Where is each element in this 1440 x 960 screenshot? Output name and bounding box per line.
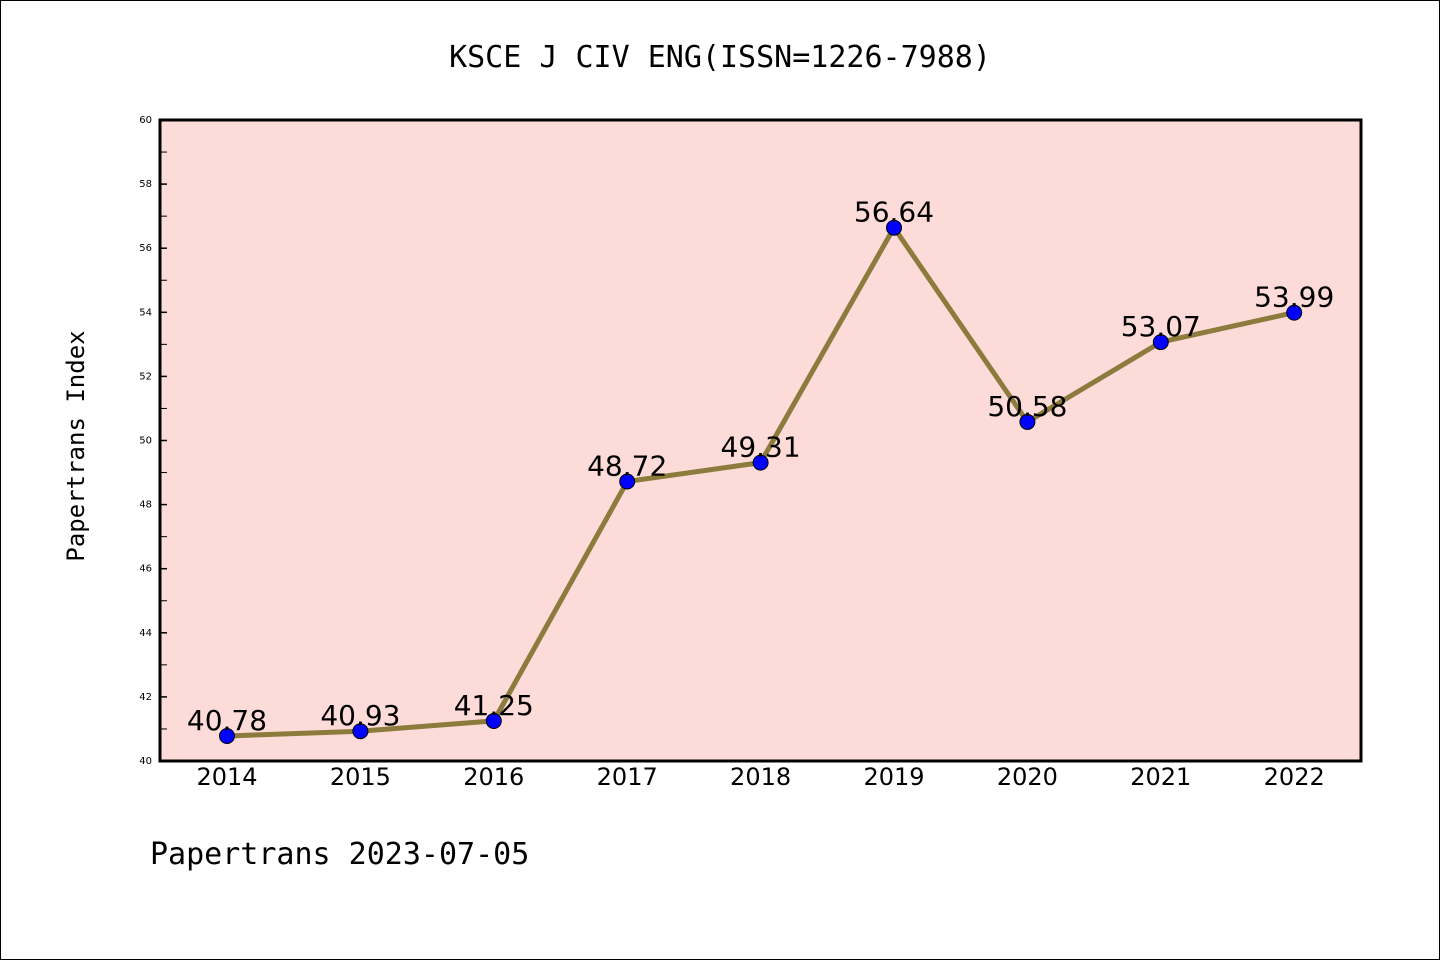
plot-area bbox=[160, 120, 1361, 761]
y-tick-label: 40 bbox=[139, 756, 152, 767]
y-tick-label: 48 bbox=[139, 500, 152, 511]
data-label: 56.64 bbox=[854, 196, 934, 229]
data-label: 49.31 bbox=[721, 431, 801, 464]
x-tick-label: 2015 bbox=[330, 763, 391, 791]
data-label: 40.93 bbox=[320, 699, 400, 732]
y-tick-label: 50 bbox=[139, 436, 152, 447]
x-tick-label: 2021 bbox=[1130, 763, 1191, 791]
y-tick-label: 46 bbox=[139, 564, 152, 575]
data-label: 48.72 bbox=[587, 450, 667, 483]
y-tick-label: 42 bbox=[139, 692, 152, 703]
data-point bbox=[1019, 413, 1036, 430]
data-label: 40.78 bbox=[187, 704, 267, 737]
y-axis-label: Papertrans Index bbox=[62, 330, 90, 561]
data-point bbox=[752, 454, 769, 471]
data-label: 50.58 bbox=[987, 390, 1067, 423]
data-label: 53.07 bbox=[1121, 310, 1201, 343]
y-tick-label: 58 bbox=[139, 179, 152, 190]
data-label: 53.99 bbox=[1254, 281, 1334, 314]
x-tick-label: 2019 bbox=[863, 763, 924, 791]
data-label: 41.25 bbox=[454, 689, 534, 722]
data-point bbox=[619, 473, 636, 490]
data-labels: 40.78 40.93 41.25 48.72 49.31 56.64 50.58 53.07… bbox=[187, 196, 1334, 737]
x-tick-label: 2014 bbox=[196, 763, 257, 791]
data-point bbox=[219, 728, 235, 745]
y-tick-label: 52 bbox=[139, 371, 152, 382]
x-tick-label: 2017 bbox=[597, 763, 658, 791]
data-point bbox=[1286, 304, 1303, 321]
x-tick-label: 2018 bbox=[730, 763, 791, 791]
y-tick-label: 44 bbox=[139, 628, 152, 639]
data-point bbox=[352, 723, 369, 740]
y-tick-label: 60 bbox=[139, 115, 152, 126]
x-tick-label: 2016 bbox=[463, 763, 524, 791]
x-tick-label: 2022 bbox=[1264, 763, 1325, 791]
x-axis: 2014 2015 2016 2017 2018 2019 2020 2021 2022 bbox=[196, 763, 1324, 791]
footer-text: Papertrans 2023-07-05 bbox=[150, 837, 529, 872]
y-tick-label: 56 bbox=[139, 243, 152, 254]
plot-border bbox=[158, 118, 1363, 763]
y-tick-label: 54 bbox=[139, 307, 152, 318]
x-tick-label: 2020 bbox=[997, 763, 1058, 791]
markers bbox=[219, 219, 1303, 745]
data-point bbox=[1152, 334, 1169, 351]
data-point bbox=[886, 219, 902, 236]
chart-title: KSCE J CIV ENG(ISSN=1226-7988) bbox=[449, 40, 991, 75]
data-point bbox=[485, 712, 502, 729]
